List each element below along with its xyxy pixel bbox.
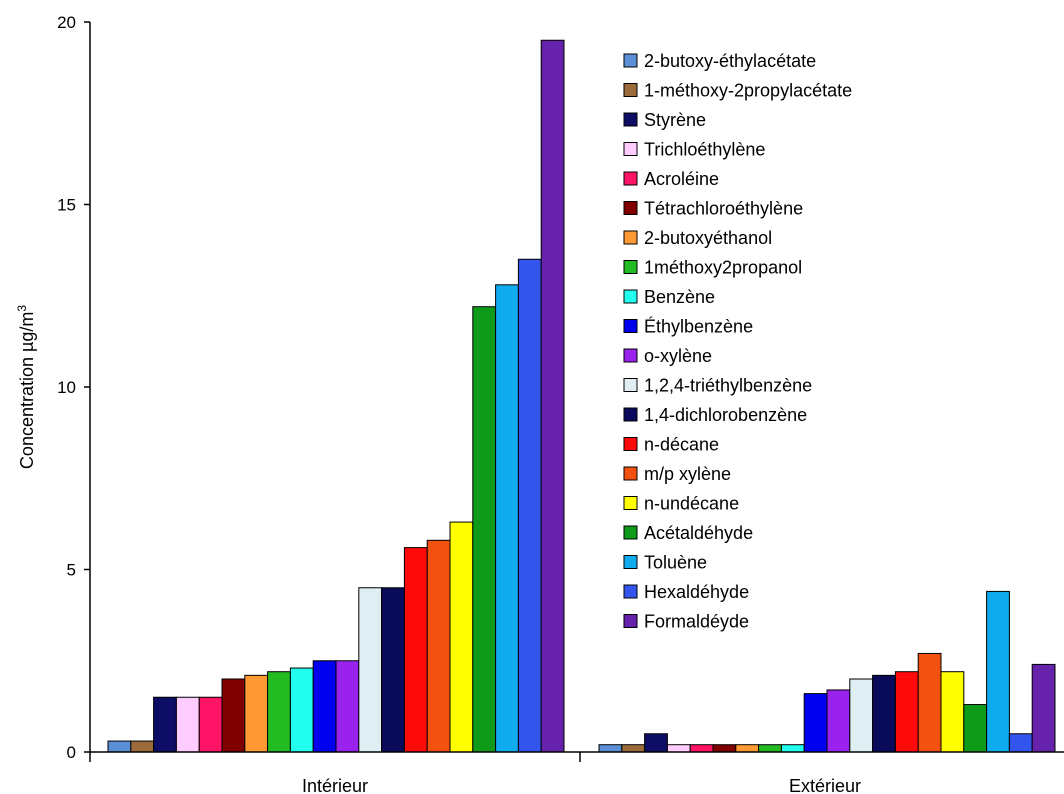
- legend-label: Toluène: [644, 553, 707, 573]
- bar: [826, 689, 851, 753]
- bars-layer: [107, 39, 1056, 753]
- legend-swatch: [623, 289, 638, 304]
- bar: [244, 674, 269, 753]
- bar: [712, 744, 737, 753]
- legend-label: 1méthoxy2propanol: [644, 258, 802, 278]
- bar: [472, 306, 497, 753]
- legend-label: Acétaldéhyde: [644, 523, 753, 543]
- bar: [849, 678, 874, 753]
- bar: [963, 704, 988, 753]
- legend-swatch: [623, 584, 638, 599]
- bar: [403, 547, 428, 753]
- x-ticks: Intérieur Extérieur: [89, 752, 861, 794]
- bar: [153, 696, 177, 753]
- y-tick-label: 0: [67, 743, 76, 762]
- bar: [872, 674, 896, 753]
- bar: [495, 284, 519, 753]
- legend-label: Hexaldéhyde: [644, 582, 749, 602]
- legend-swatch: [623, 555, 638, 569]
- bar: [689, 744, 714, 753]
- bar: [803, 693, 828, 753]
- legend-swatch: [623, 171, 638, 186]
- legend-swatch: [623, 496, 638, 510]
- y-tick-label: 5: [67, 561, 76, 580]
- bar: [540, 39, 565, 753]
- bar: [381, 587, 405, 753]
- bar: [312, 660, 337, 753]
- legend-swatch: [623, 614, 638, 628]
- legend-label: 2-butoxy-éthylacétate: [644, 51, 816, 71]
- legend-swatch: [623, 83, 638, 97]
- bar: [175, 696, 200, 753]
- legend-label: o-xylène: [644, 346, 712, 366]
- bar: [335, 660, 360, 753]
- legend-label: Benzène: [644, 287, 715, 307]
- legend-swatch: [623, 378, 638, 392]
- y-tick-label: 15: [57, 196, 76, 215]
- bar: [894, 671, 919, 753]
- bar: [358, 587, 383, 753]
- y-axis-title-superscript: 3: [15, 305, 29, 312]
- bar: [735, 744, 760, 753]
- bar: [940, 671, 965, 753]
- y-axis-title-text: Concentration µg/m: [17, 312, 37, 469]
- bar: [666, 744, 691, 753]
- legend-label: Formaldéyde: [644, 612, 749, 632]
- bar: [198, 696, 223, 753]
- legend-label: 1-méthoxy-2propylacétate: [644, 81, 852, 101]
- x-category-label: Extérieur: [789, 776, 861, 794]
- legend-swatch: [623, 230, 638, 245]
- legend-label: n-undécane: [644, 494, 739, 514]
- bar: [1031, 663, 1056, 753]
- bar: [221, 678, 246, 753]
- legend-swatch: [623, 53, 638, 68]
- bar: [1008, 733, 1033, 753]
- legend-label: m/p xylène: [644, 464, 731, 484]
- y-tick-label: 10: [57, 378, 76, 397]
- legend-swatch: [623, 466, 638, 481]
- bar: [426, 539, 451, 753]
- bar: [289, 667, 314, 753]
- bar: [644, 733, 668, 753]
- axes-layer: [89, 22, 1064, 753]
- legend-label: Tétrachloroéthylène: [644, 199, 803, 219]
- bar: [780, 744, 805, 753]
- legend-swatch: [623, 348, 638, 363]
- x-category-label: Intérieur: [302, 776, 368, 794]
- legend-label: Styrène: [644, 110, 706, 130]
- bar: [449, 521, 474, 753]
- legend-label: Éthylbenzène: [644, 317, 753, 337]
- legend-label: 1,4-dichlorobenzène: [644, 405, 807, 425]
- legend-swatch: [623, 112, 638, 127]
- legend-label: Acroléine: [644, 169, 719, 189]
- legend-label: 1,2,4-triéthylbenzène: [644, 376, 812, 396]
- legend-swatch: [623, 525, 638, 540]
- legend-swatch: [623, 437, 638, 451]
- legend: 2-butoxy-éthylacétate 1-méthoxy-2propylac…: [623, 51, 852, 632]
- bar: [598, 744, 623, 753]
- y-ticks: 0 5 10 15 20: [57, 13, 90, 762]
- legend-label: 2-butoxyéthanol: [644, 228, 772, 248]
- bar: [517, 258, 542, 753]
- y-tick-label: 20: [57, 13, 76, 32]
- bar: [986, 590, 1010, 753]
- bar: [758, 744, 782, 753]
- y-axis-title: Concentration µg/m3: [15, 305, 37, 469]
- legend-swatch: [623, 260, 638, 274]
- legend-swatch: [623, 407, 638, 422]
- bar: [267, 671, 291, 753]
- bar: [917, 652, 942, 753]
- legend-swatch: [623, 201, 638, 215]
- bar: [621, 744, 646, 753]
- legend-label: n-décane: [644, 435, 719, 455]
- legend-label: Trichloéthylène: [644, 140, 765, 160]
- legend-swatch: [623, 142, 638, 156]
- bar: [130, 740, 155, 753]
- legend-swatch: [623, 319, 638, 333]
- bar: [107, 740, 132, 753]
